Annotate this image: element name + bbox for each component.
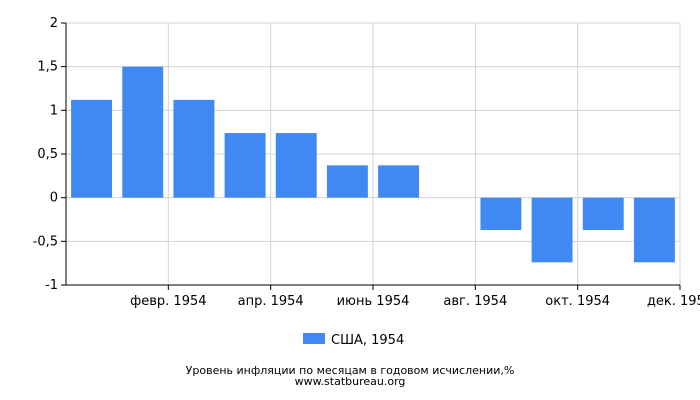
y-tick-label: 0 (50, 191, 58, 206)
y-axis-ticks: 2 1,5 1 0,5 0 -0,5 -1 (33, 16, 66, 293)
bar (71, 99, 113, 198)
bar (122, 66, 164, 198)
y-tick-label: 2 (50, 16, 58, 31)
legend-label: США, 1954 (331, 333, 404, 348)
source-label: www.statbureau.org (295, 375, 406, 388)
x-tick-label: июнь 1954 (337, 294, 410, 309)
chart-title: Уровень инфляции по месяцам в годовом ис… (186, 364, 515, 377)
y-tick-label: 1 (50, 103, 58, 118)
x-tick-label: авг. 1954 (443, 294, 507, 309)
x-tick-label: февр. 1954 (130, 294, 206, 309)
y-tick-label: 0,5 (37, 147, 58, 162)
y-tick-label: -0,5 (33, 234, 58, 249)
bar (326, 165, 368, 198)
grid-lines (66, 22, 681, 286)
y-tick-label: -1 (45, 278, 58, 293)
bar (275, 133, 317, 198)
bar (173, 99, 215, 198)
x-tick-label: апр. 1954 (238, 294, 304, 309)
bar (480, 197, 522, 230)
bar (633, 197, 675, 263)
bar (224, 133, 266, 198)
x-tick-label: окт. 1954 (545, 294, 610, 309)
y-tick-label: 1,5 (37, 60, 58, 75)
x-axis-ticks: февр. 1954 апр. 1954 июнь 1954 авг. 1954 окт… (130, 285, 700, 309)
bar (582, 197, 624, 230)
legend-swatch (303, 333, 325, 344)
legend: США, 1954 (303, 333, 404, 348)
bar (378, 165, 420, 198)
bars (71, 66, 675, 263)
bar (531, 197, 573, 263)
x-tick-label: дек. 1954 (647, 294, 700, 309)
